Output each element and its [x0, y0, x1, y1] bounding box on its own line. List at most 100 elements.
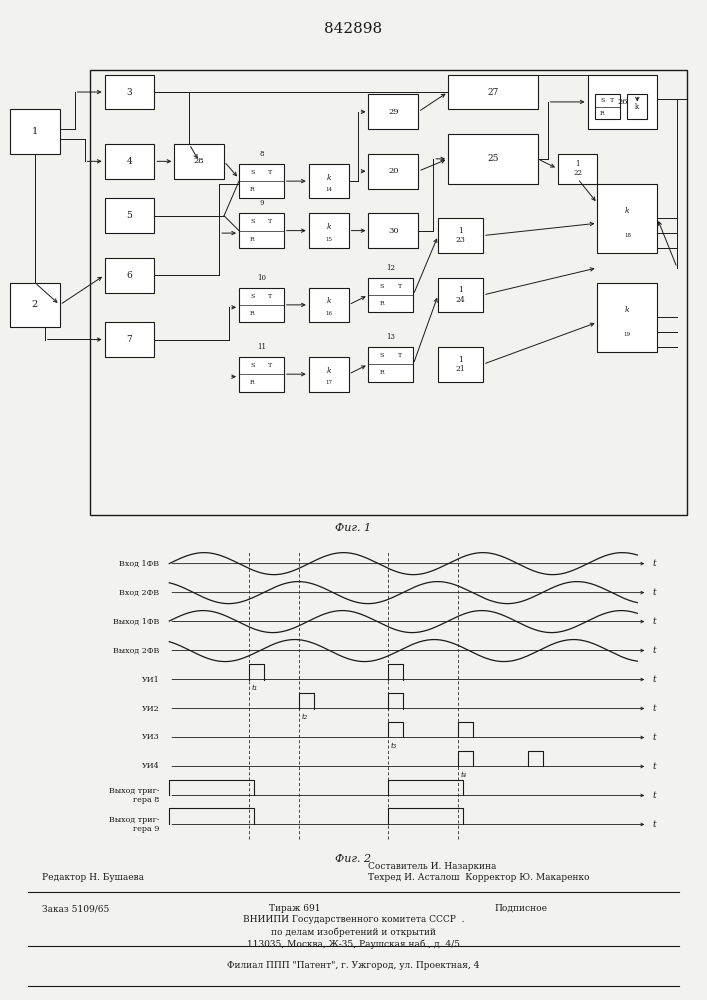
Text: R: R — [380, 370, 384, 375]
Bar — [438, 278, 483, 312]
Text: S: S — [250, 294, 255, 299]
Text: Редактор Н. Бушаева: Редактор Н. Бушаева — [42, 873, 144, 882]
Text: 1
23: 1 23 — [455, 227, 465, 244]
Text: T: T — [610, 98, 614, 103]
Bar — [309, 213, 349, 248]
Text: t: t — [653, 588, 656, 597]
Text: S: S — [600, 98, 604, 103]
Bar — [595, 94, 620, 119]
Text: 113035, Москва, Ж-35, Раушская наб., д. 4/5: 113035, Москва, Ж-35, Раушская наб., д. … — [247, 939, 460, 949]
Text: 8: 8 — [259, 150, 264, 158]
Bar — [627, 94, 647, 119]
Bar — [10, 109, 60, 154]
Text: k: k — [327, 297, 331, 305]
Text: УИ4: УИ4 — [141, 762, 159, 770]
Text: Выход триг-
гера 9: Выход триг- гера 9 — [109, 816, 159, 833]
Text: 29: 29 — [388, 108, 399, 116]
Text: Фиг. 2: Фиг. 2 — [335, 854, 372, 864]
Text: S: S — [250, 363, 255, 368]
Text: 11: 11 — [257, 343, 266, 351]
Text: Фиг. 1: Фиг. 1 — [335, 523, 372, 533]
Text: T: T — [268, 363, 272, 368]
Text: 6: 6 — [127, 271, 132, 280]
Bar — [368, 154, 419, 189]
Text: по делам изобретений и открытий: по делам изобретений и открытий — [271, 927, 436, 937]
Text: Вход 1ФВ: Вход 1ФВ — [119, 560, 159, 568]
Text: R: R — [250, 237, 255, 242]
Text: k: k — [327, 223, 331, 231]
Text: R: R — [250, 380, 255, 385]
Text: 30: 30 — [388, 227, 399, 235]
Text: k: k — [635, 103, 639, 111]
Text: 27: 27 — [487, 88, 498, 97]
Text: 1: 1 — [32, 127, 38, 136]
Text: Техред И. Асталош  Корректор Ю. Макаренко: Техред И. Асталош Корректор Ю. Макаренко — [368, 873, 589, 882]
Text: k: k — [625, 207, 630, 215]
Text: Выход 2ФВ: Выход 2ФВ — [113, 647, 159, 655]
Text: УИ1: УИ1 — [141, 676, 159, 684]
Bar — [438, 347, 483, 382]
Bar — [309, 164, 349, 198]
Text: t₁: t₁ — [252, 684, 257, 692]
Text: 5: 5 — [127, 211, 132, 220]
Text: УИ2: УИ2 — [141, 705, 159, 713]
Text: 28: 28 — [194, 157, 204, 165]
Text: k: k — [625, 306, 630, 314]
Text: T: T — [268, 170, 272, 175]
Text: t₃: t₃ — [391, 742, 397, 750]
Bar — [558, 154, 597, 184]
Text: t: t — [653, 733, 656, 742]
Bar — [448, 75, 538, 109]
Text: T: T — [268, 219, 272, 224]
Text: 7: 7 — [127, 335, 132, 344]
Text: R: R — [380, 301, 384, 306]
Bar — [597, 184, 658, 253]
Text: t: t — [653, 820, 656, 829]
Text: S: S — [250, 170, 255, 175]
Text: 9: 9 — [259, 199, 264, 207]
Text: S: S — [380, 284, 384, 289]
Bar — [368, 278, 414, 312]
Text: 1
21: 1 21 — [456, 356, 465, 373]
Text: Подписное: Подписное — [495, 904, 548, 913]
Text: R: R — [250, 187, 255, 192]
Bar — [239, 288, 284, 322]
Text: 3: 3 — [127, 88, 132, 97]
Bar — [438, 218, 483, 253]
Text: 1
24: 1 24 — [456, 286, 465, 304]
Text: T: T — [398, 353, 402, 358]
Text: R: R — [600, 111, 604, 116]
Bar — [105, 198, 154, 233]
Text: 26: 26 — [617, 98, 628, 106]
Bar — [105, 75, 154, 109]
Bar — [174, 144, 224, 179]
Text: t₂: t₂ — [301, 713, 308, 721]
Text: УИ3: УИ3 — [141, 733, 159, 741]
Text: T: T — [398, 284, 402, 289]
Bar — [309, 288, 349, 322]
Text: 20: 20 — [388, 167, 399, 175]
Text: 4: 4 — [127, 157, 132, 166]
Text: Филиал ППП "Патент", г. Ужгород, ул. Проектная, 4: Филиал ППП "Патент", г. Ужгород, ул. Про… — [228, 961, 479, 970]
Text: t: t — [653, 762, 656, 771]
Text: 25: 25 — [487, 154, 498, 163]
Bar — [368, 94, 419, 129]
Text: 1
22: 1 22 — [573, 160, 582, 177]
Text: ВНИИПИ Государственного комитета СССР  .: ВНИИПИ Государственного комитета СССР . — [243, 915, 464, 924]
Text: t₄: t₄ — [460, 771, 467, 779]
Text: t: t — [653, 617, 656, 626]
Text: 14: 14 — [325, 187, 332, 192]
Text: Вход 2ФВ: Вход 2ФВ — [119, 589, 159, 597]
Bar — [239, 213, 284, 248]
Text: Выход триг-
гера 8: Выход триг- гера 8 — [109, 787, 159, 804]
Bar — [90, 70, 687, 515]
Text: Составитель И. Назаркина: Составитель И. Назаркина — [368, 862, 496, 871]
Text: t: t — [653, 646, 656, 655]
Bar — [368, 213, 419, 248]
Text: t: t — [653, 559, 656, 568]
Text: 17: 17 — [325, 380, 332, 385]
Text: t: t — [653, 704, 656, 713]
Bar — [309, 357, 349, 391]
Text: 842898: 842898 — [325, 22, 382, 36]
Text: R: R — [250, 311, 255, 316]
